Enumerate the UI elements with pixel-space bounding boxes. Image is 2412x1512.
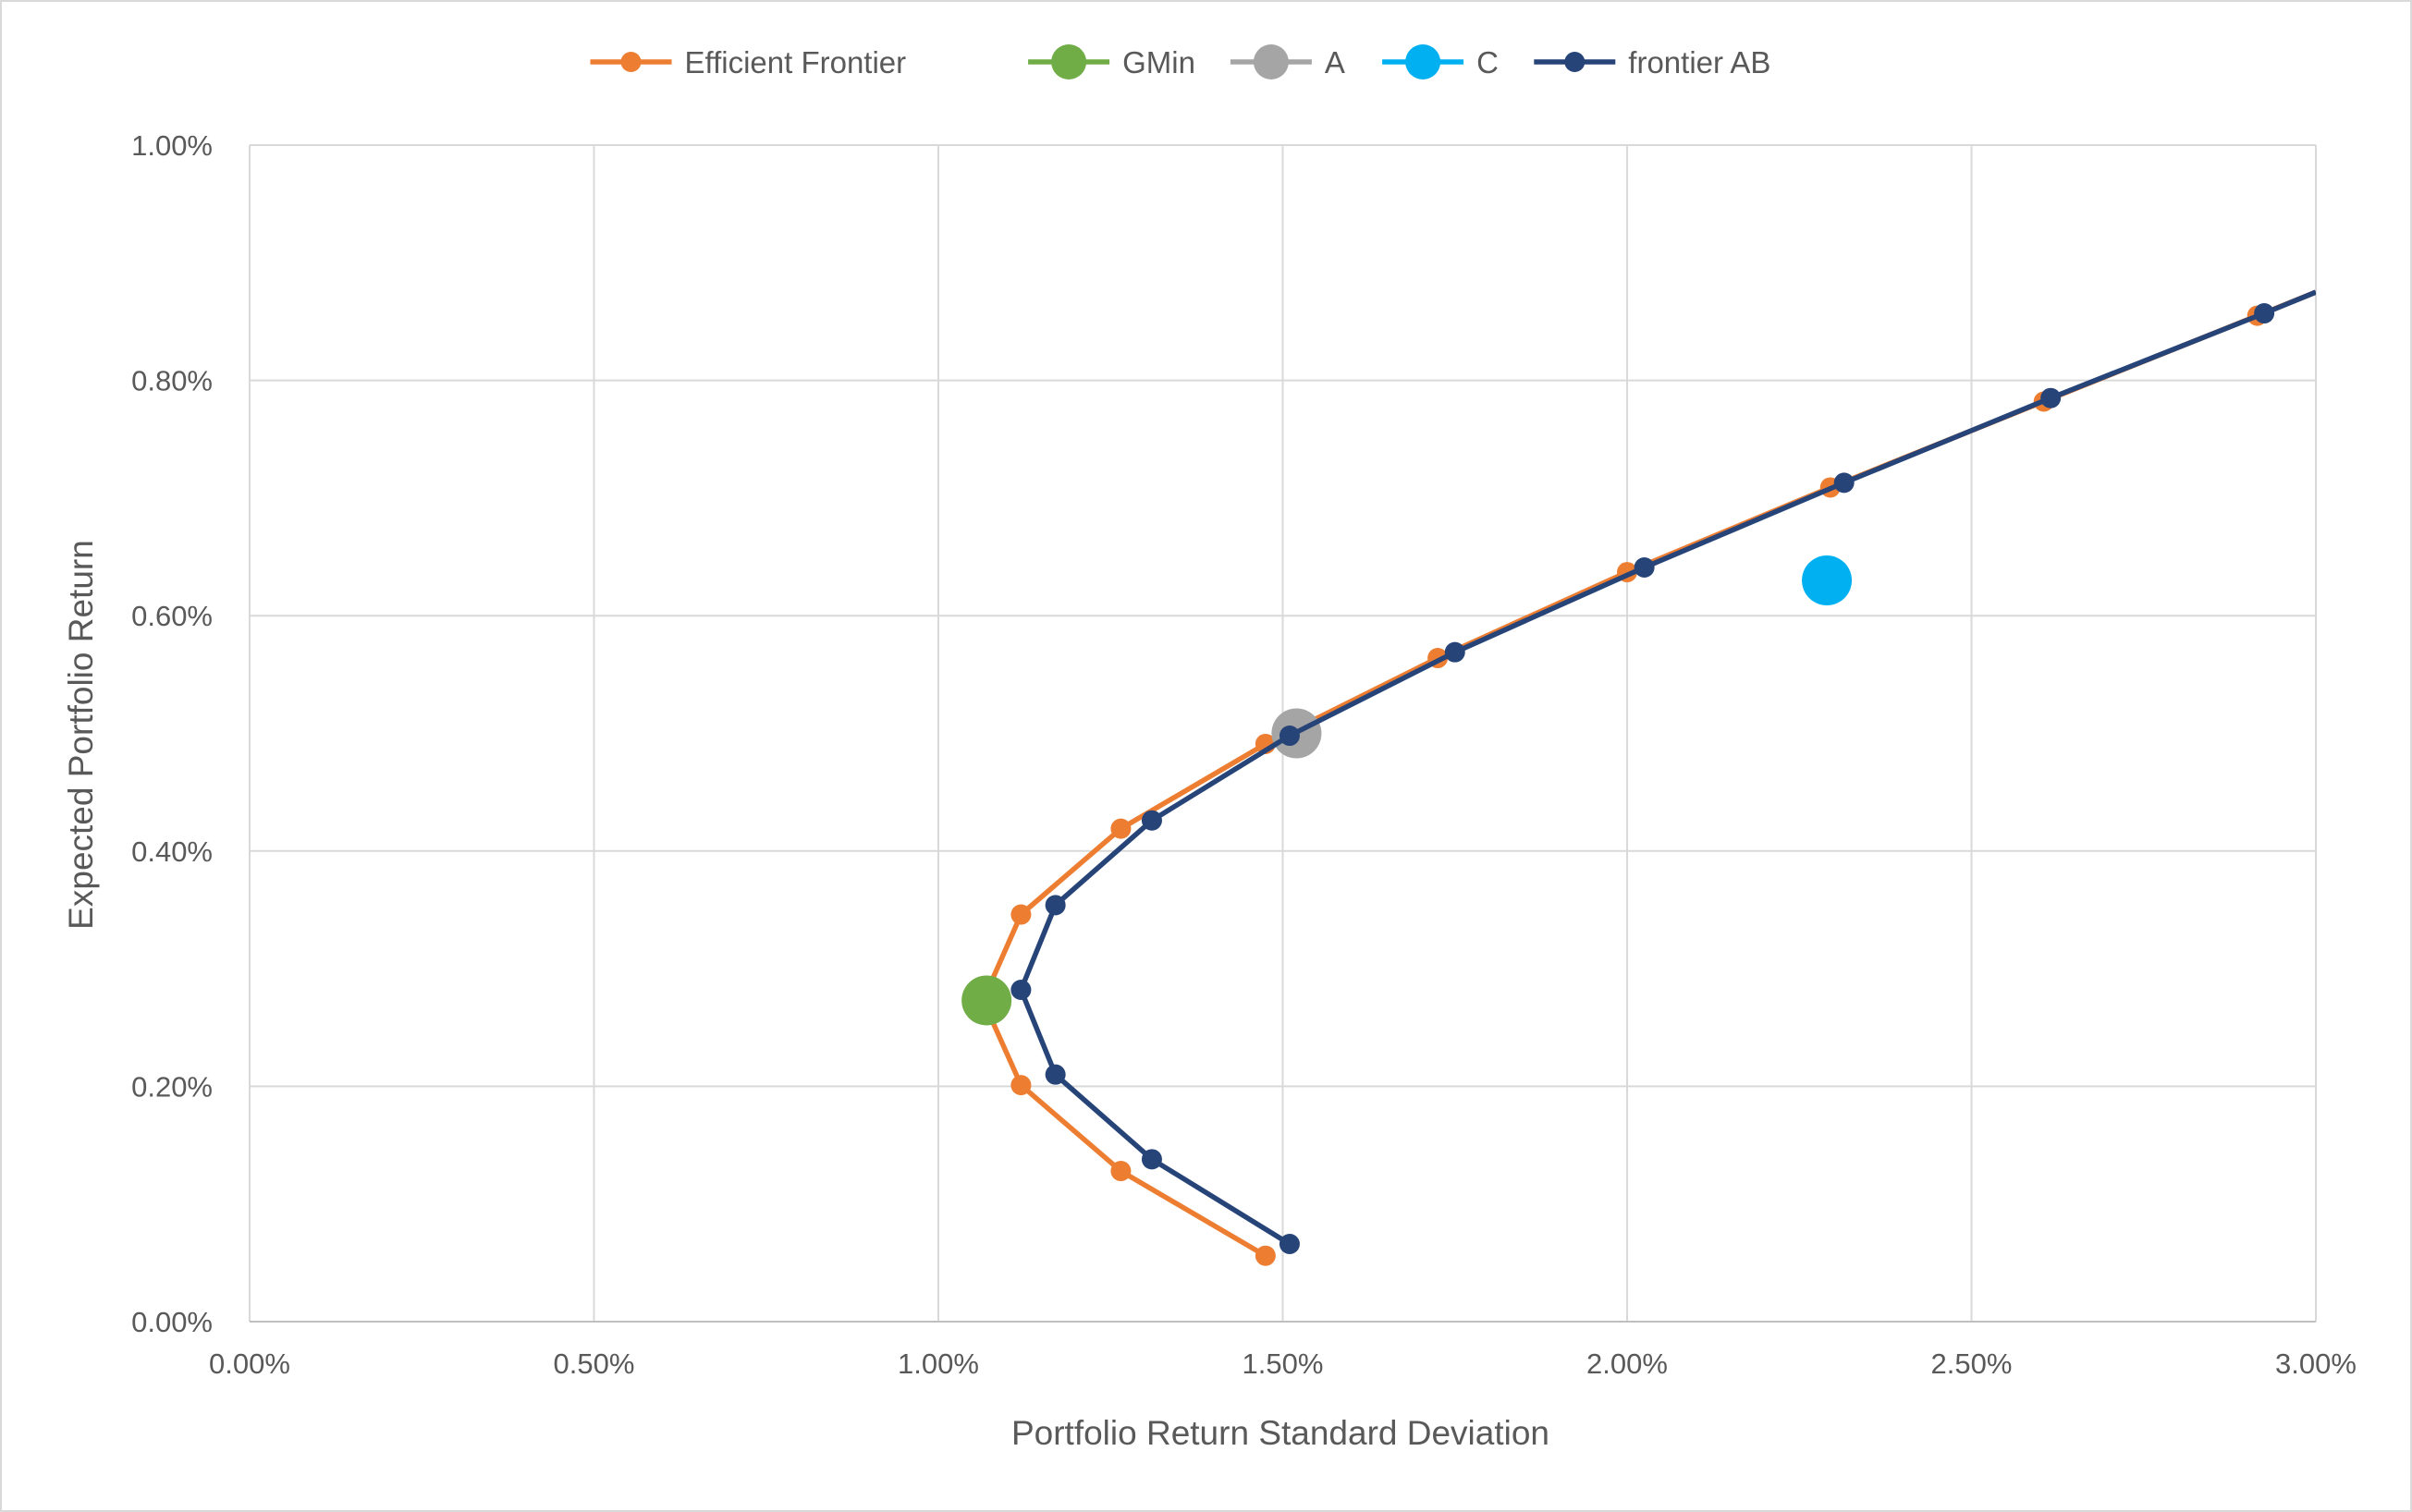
legend-item-gmin: GMin xyxy=(1028,44,1195,79)
data-point xyxy=(1802,555,1853,606)
data-point xyxy=(1444,641,1465,663)
x-tick-label: 2.00% xyxy=(1586,1347,1668,1380)
data-point xyxy=(1255,1245,1276,1266)
y-tick-label: 1.00% xyxy=(131,129,213,162)
data-point xyxy=(1279,1233,1300,1254)
y-tick-label: 0.20% xyxy=(131,1070,213,1103)
data-point xyxy=(1045,895,1066,916)
x-tick-label: 2.50% xyxy=(1931,1347,2013,1380)
legend-swatch-marker xyxy=(620,52,642,72)
data-point xyxy=(2040,387,2062,408)
y-tick-label: 0.00% xyxy=(131,1306,213,1338)
data-point xyxy=(1141,810,1162,831)
y-tick-label: 0.60% xyxy=(131,600,213,632)
data-point xyxy=(1110,818,1132,839)
series-frontier-ab xyxy=(1010,289,2316,1254)
legend-label: Efficient Frontier xyxy=(685,45,907,79)
legend-swatch-marker xyxy=(1405,44,1441,79)
x-tick-label: 1.50% xyxy=(1243,1347,1324,1380)
legend-item-a: A xyxy=(1230,44,1345,79)
legend-item-efficient-frontier: Efficient Frontier xyxy=(590,45,907,79)
legend-swatch-marker xyxy=(1051,44,1087,79)
series-c xyxy=(1802,555,1853,606)
x-tick-label: 0.50% xyxy=(554,1347,635,1380)
data-point xyxy=(1833,472,1855,494)
legend-item-c: C xyxy=(1382,44,1499,79)
y-tick-label: 0.40% xyxy=(131,835,213,868)
data-point xyxy=(1010,904,1032,925)
data-point xyxy=(1279,726,1300,747)
data-point xyxy=(1010,1075,1032,1096)
grid-layer xyxy=(249,144,2317,1323)
legend-label: frontier AB xyxy=(1628,45,1770,79)
y-axis-title: Expected Portfolio Return xyxy=(62,540,100,930)
legend-label: GMin xyxy=(1122,45,1195,79)
series-gmin xyxy=(961,975,1012,1026)
legend-swatch-marker xyxy=(1564,52,1586,72)
x-tick-label: 3.00% xyxy=(2275,1347,2357,1380)
data-point xyxy=(1010,980,1032,1001)
x-axis-title: Portfolio Return Standard Deviation xyxy=(1011,1414,1549,1452)
x-tick-label: 0.00% xyxy=(209,1347,290,1380)
legend-label: C xyxy=(1476,45,1499,79)
data-point xyxy=(1110,1161,1132,1182)
legend-swatch-marker xyxy=(1253,44,1289,79)
data-point xyxy=(1141,1149,1162,1170)
legend-item-frontier-ab: frontier AB xyxy=(1534,45,1770,79)
axes-layer: 0.00% 0.50% 1.00% 1.50% 2.00% 2.50% 3.00% 0.00%… xyxy=(131,129,2357,1380)
legend-label: A xyxy=(1325,45,1345,79)
series-layer xyxy=(961,289,2316,1266)
data-point xyxy=(961,975,1012,1026)
data-point xyxy=(1634,557,1655,579)
x-tick-label: 1.00% xyxy=(898,1347,979,1380)
data-point xyxy=(1045,1064,1066,1085)
y-tick-label: 0.80% xyxy=(131,365,213,397)
data-point xyxy=(2254,303,2275,324)
